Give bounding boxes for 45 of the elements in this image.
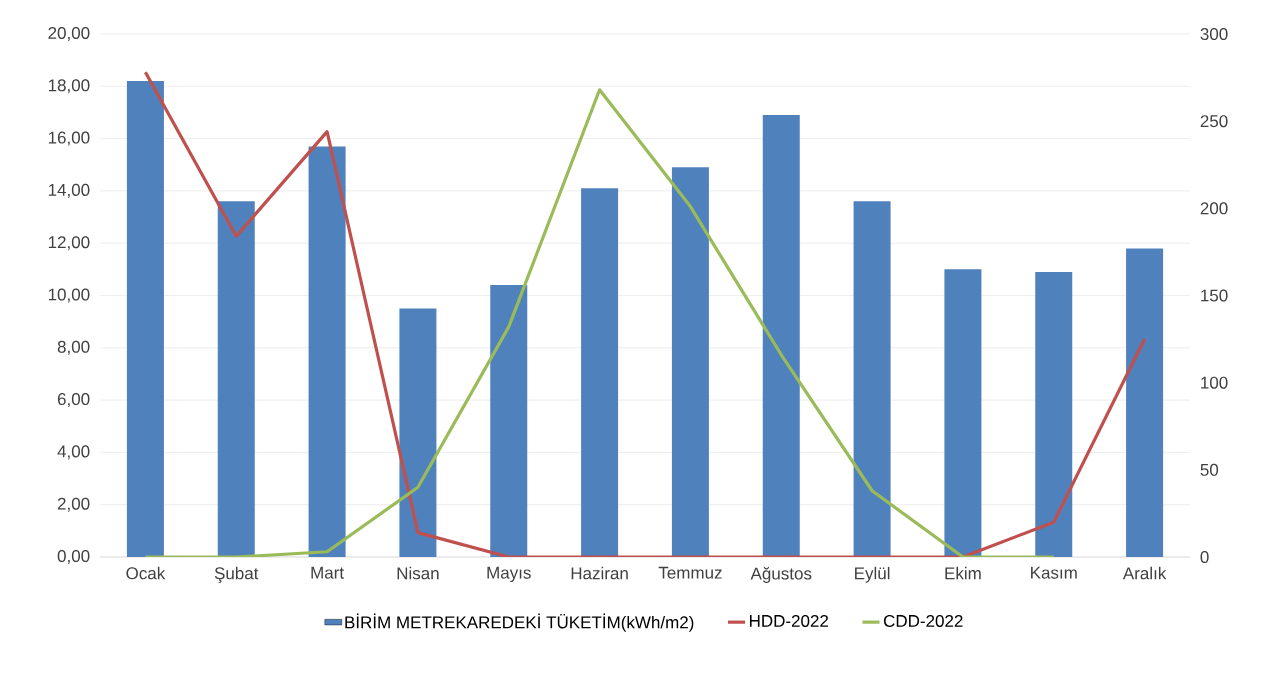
- y-tick-label: 8,00: [57, 340, 90, 355]
- x-tick-label: Temmuz: [658, 566, 722, 579]
- x-tick-label: Mayıs: [487, 566, 531, 583]
- y-tick-label: 12,00: [48, 236, 90, 251]
- bar: [1035, 271, 1073, 557]
- bar: [944, 269, 982, 557]
- y2-tick-label: 300: [1200, 27, 1228, 41]
- bar: [1126, 248, 1164, 557]
- y2-tick-label: 200: [1200, 202, 1228, 215]
- y-tick-label: 20,00: [48, 26, 90, 42]
- x-tick-label: Ocak: [126, 566, 166, 580]
- bar: [853, 201, 891, 557]
- bar: [762, 115, 800, 557]
- y2-tick-label: 250: [1200, 115, 1228, 128]
- legend-label: BİRİM METREKAREDEKİ TÜKETİM(kWh/m2): [345, 613, 694, 632]
- y-tick-label: 4,00: [57, 445, 90, 460]
- y2-tick-label: 0: [1200, 550, 1209, 564]
- y-tick-label: 18,00: [48, 79, 90, 94]
- y2-tick-label: 50: [1200, 463, 1219, 476]
- bar: [308, 146, 346, 557]
- x-tick-label: Kasım: [1031, 566, 1077, 579]
- y2-tick-label: 150: [1201, 289, 1228, 302]
- bar: [399, 308, 437, 557]
- legend-label: CDD-2022: [883, 614, 963, 627]
- y2-tick-label: 100: [1201, 376, 1228, 389]
- bar: [671, 167, 709, 557]
- x-tick-label: Eylül: [855, 566, 890, 583]
- y-tick-label: 10,00: [48, 288, 90, 303]
- x-tick-label: Ağustos: [750, 566, 812, 583]
- legend-label: HDD-2022: [749, 614, 829, 627]
- x-tick-label: Haziran: [571, 566, 628, 580]
- y-tick-label: 0,00: [57, 549, 90, 565]
- x-tick-label: Şubat: [214, 566, 259, 583]
- y-tick-label: 16,00: [48, 131, 90, 146]
- y-tick-label: 6,00: [57, 393, 90, 408]
- bar: [126, 81, 164, 557]
- x-tick-label: Mart: [311, 566, 344, 579]
- x-tick-label: Aralık: [1122, 566, 1167, 580]
- bar: [581, 188, 619, 557]
- y-tick-label: 2,00: [57, 497, 90, 512]
- x-tick-label: Ekim: [945, 566, 981, 580]
- bar: [217, 201, 255, 557]
- y-tick-label: 14,00: [48, 183, 90, 198]
- x-tick-label: Nisan: [397, 566, 439, 580]
- bar: [490, 285, 528, 557]
